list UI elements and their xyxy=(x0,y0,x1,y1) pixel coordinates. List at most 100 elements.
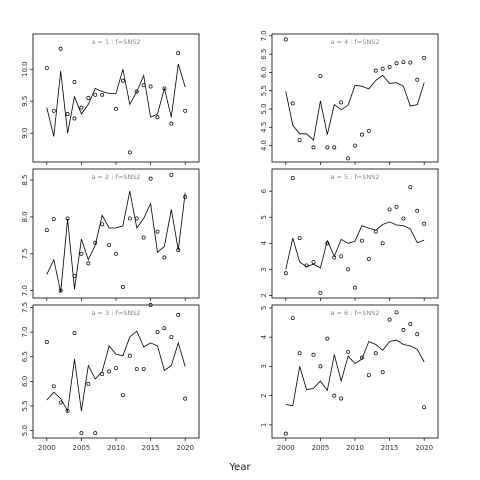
y-tick-label: 6.0 xyxy=(21,376,29,387)
data-point xyxy=(100,92,105,97)
data-point xyxy=(325,241,330,246)
data-point xyxy=(346,156,351,161)
panel-frame xyxy=(271,168,439,299)
data-point xyxy=(380,66,385,71)
data-point xyxy=(58,400,63,405)
data-point xyxy=(162,86,167,91)
data-point xyxy=(353,285,357,290)
data-point xyxy=(401,216,406,221)
data-point xyxy=(134,216,139,221)
data-point xyxy=(311,145,316,150)
panel-6: a = 6 : f=SNS2 1 2 3 4 5 2000 2005 2010 2015 2020 xyxy=(260,304,439,452)
data-point xyxy=(408,322,413,326)
y-tick-label: 8.5 xyxy=(21,174,29,185)
x-tick-label: 2020 xyxy=(415,444,433,452)
x-tick-label: 2000 xyxy=(277,444,295,452)
data-point xyxy=(120,78,125,83)
data-point xyxy=(127,150,132,155)
y-tick-label: 7.0 xyxy=(21,285,29,296)
data-point xyxy=(394,61,399,66)
data-point xyxy=(65,216,70,221)
y-tick-label: 5 xyxy=(260,215,268,219)
data-point xyxy=(332,255,337,260)
data-point xyxy=(380,241,385,246)
panel-label: a = 6 : f=SNS2 xyxy=(330,309,379,317)
panel-4: a = 4 : f=SNS2 4.0 4.5 5.0 5.5 6.0 6.5 7.0 xyxy=(260,30,439,165)
data-point xyxy=(373,351,378,356)
data-point xyxy=(290,316,295,321)
data-point xyxy=(387,64,392,69)
data-point xyxy=(134,89,139,94)
data-point xyxy=(176,51,181,56)
data-point xyxy=(162,255,167,260)
data-point xyxy=(72,331,77,336)
data-point xyxy=(148,84,153,89)
y-tick-label: 5.5 xyxy=(21,400,29,411)
data-point xyxy=(114,251,118,256)
y-tick-label: 8.0 xyxy=(21,211,29,222)
data-point xyxy=(283,271,288,276)
y-tick-label: 10.0 xyxy=(21,61,29,77)
data-point xyxy=(325,145,330,150)
data-point xyxy=(183,396,188,401)
panel-label: a = 1 : f=SNS2 xyxy=(91,38,140,46)
series-line xyxy=(46,191,186,293)
data-point xyxy=(290,101,295,106)
data-point xyxy=(141,235,146,240)
data-point xyxy=(107,369,112,374)
data-point xyxy=(394,310,399,315)
data-point xyxy=(114,106,118,111)
panel-frame xyxy=(271,304,439,439)
y-tick-label: 7.5 xyxy=(21,302,29,313)
data-point xyxy=(114,366,118,371)
data-point xyxy=(100,222,105,227)
data-point xyxy=(100,372,105,376)
y-tick-label: 5.0 xyxy=(260,103,268,114)
panel-frame xyxy=(32,33,200,163)
data-point xyxy=(366,128,371,133)
y-tick-label: 4.5 xyxy=(260,122,268,133)
panel-label: a = 4 : f=SNS2 xyxy=(330,38,379,46)
data-point xyxy=(373,229,378,234)
y-tick-label: 3 xyxy=(260,364,268,368)
data-point xyxy=(148,303,153,307)
data-point xyxy=(318,364,323,369)
panel-frame xyxy=(32,168,200,299)
data-point xyxy=(127,353,132,358)
data-point xyxy=(283,431,288,436)
data-point xyxy=(51,384,56,389)
data-point xyxy=(65,112,70,116)
x-tick-label: 2005 xyxy=(312,444,330,452)
data-point xyxy=(332,393,337,398)
data-point xyxy=(401,60,406,65)
x-tick-label: 2010 xyxy=(346,444,364,452)
x-tick-label: 2010 xyxy=(107,444,125,452)
data-point xyxy=(72,116,77,121)
data-point xyxy=(408,185,413,190)
data-point xyxy=(346,267,351,272)
y-tick-label: 2 xyxy=(260,293,268,297)
series-line xyxy=(285,221,425,270)
y-tick-label: 4.0 xyxy=(260,140,268,151)
data-point xyxy=(366,256,371,261)
y-tick-label: 7.0 xyxy=(21,327,29,338)
data-point xyxy=(51,108,56,113)
data-point xyxy=(380,370,385,375)
x-tick-label: 2000 xyxy=(38,444,56,452)
data-point xyxy=(51,217,56,222)
data-point xyxy=(79,105,84,110)
data-point xyxy=(86,96,91,100)
x-tick-label: 2020 xyxy=(176,444,194,452)
data-point xyxy=(79,431,84,436)
y-tick-label: 6.0 xyxy=(260,67,268,78)
data-point xyxy=(86,381,91,386)
y-tick-label: 5 xyxy=(260,306,268,310)
data-point xyxy=(290,176,295,181)
x-axis-title: Year xyxy=(228,462,251,473)
data-point xyxy=(93,240,98,245)
data-point xyxy=(155,330,160,335)
data-point xyxy=(169,172,174,177)
data-point xyxy=(339,100,344,105)
data-point xyxy=(373,68,378,73)
